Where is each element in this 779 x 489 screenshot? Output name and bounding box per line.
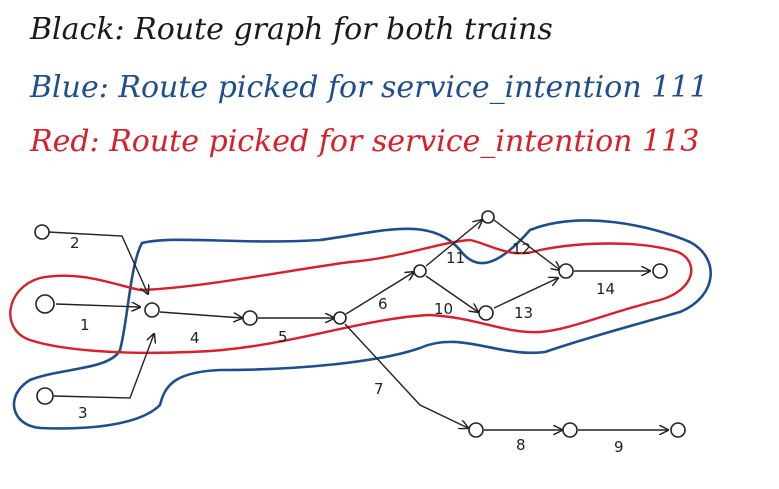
edge-label-9: 9 (614, 438, 624, 456)
node (242, 310, 258, 326)
edge-4 (159, 311, 242, 318)
node (36, 387, 54, 405)
edge-12 (493, 219, 560, 270)
node (413, 264, 427, 278)
edge-label-11: 11 (446, 249, 465, 267)
edge-label-10: 10 (434, 300, 453, 318)
legend-red-text: Red: Route picked for service_intention … (30, 124, 700, 159)
node (558, 263, 574, 279)
blue-route-outline (12, 219, 712, 430)
node (468, 422, 484, 438)
node (481, 210, 495, 224)
red-route-outline (9, 238, 693, 355)
node (670, 422, 686, 438)
edge-label-13: 13 (514, 304, 533, 322)
edge-label-3: 3 (78, 404, 88, 422)
node (333, 311, 347, 325)
node (34, 224, 50, 240)
edge-label-1: 1 (80, 316, 90, 334)
edge-label-14: 14 (596, 280, 615, 298)
edge-2 (47, 231, 148, 294)
edge-label-7: 7 (374, 380, 384, 398)
node (562, 422, 578, 438)
legend-black-text: Black: Route graph for both trains (30, 12, 553, 47)
node (652, 263, 668, 279)
node (144, 302, 160, 318)
edge-13 (493, 278, 558, 309)
edge-label-2: 2 (70, 234, 80, 252)
node (35, 294, 55, 314)
edge-7 (344, 323, 468, 428)
edge-1 (55, 304, 140, 307)
edge-label-6: 6 (378, 295, 388, 313)
edge-label-12: 12 (512, 240, 531, 258)
node (478, 305, 494, 321)
edge-6 (345, 272, 414, 315)
edge-label-8: 8 (516, 436, 526, 454)
legend-blue-text: Blue: Route picked for service_intention… (30, 70, 709, 105)
edge-label-5: 5 (278, 328, 288, 346)
edge-11 (425, 220, 482, 267)
edge-3 (53, 334, 154, 399)
edge-label-4: 4 (190, 329, 200, 347)
edge-10 (425, 275, 478, 312)
